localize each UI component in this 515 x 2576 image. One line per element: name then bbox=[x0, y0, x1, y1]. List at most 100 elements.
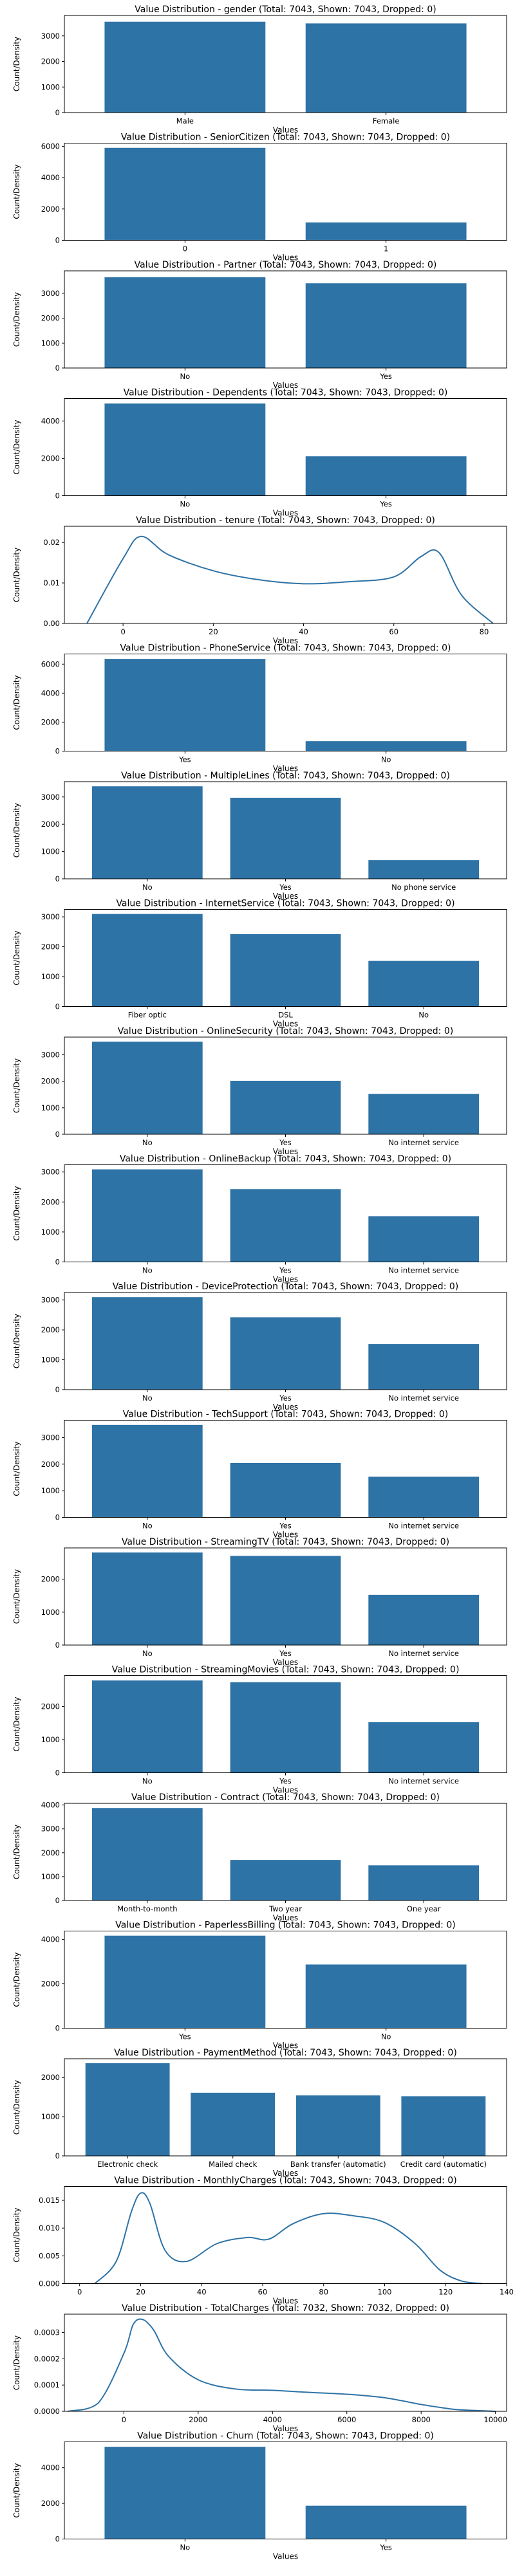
x-tick-label: No internet service bbox=[388, 1138, 459, 1147]
y-axis-label: Count/Density bbox=[12, 1697, 21, 1751]
x-axis-label: Values bbox=[273, 2041, 298, 2050]
axes-frame bbox=[64, 1420, 507, 1518]
y-tick-label: 6000 bbox=[41, 142, 60, 151]
x-tick-label: 8000 bbox=[412, 2415, 431, 2424]
x-tick-label: No bbox=[381, 2032, 391, 2041]
bar bbox=[230, 934, 341, 1007]
y-tick-label: 3000 bbox=[41, 289, 60, 298]
y-tick-label: 2000 bbox=[41, 1848, 60, 1857]
chart-panel-4: Value Distribution - tenure (Total: 7043… bbox=[12, 515, 507, 645]
chart-panel-17: Value Distribution - MonthlyCharges (Tot… bbox=[12, 2176, 514, 2306]
y-tick-label: 1000 bbox=[41, 82, 60, 91]
chart-title: Value Distribution - PaperlessBilling (T… bbox=[115, 1920, 455, 1931]
density-line bbox=[86, 535, 494, 624]
chart-panel-11: Value Distribution - TechSupport (Total:… bbox=[12, 1410, 507, 1540]
y-tick-label: 2000 bbox=[41, 1460, 60, 1469]
x-axis-label: Values bbox=[273, 381, 298, 390]
x-tick-label: 100 bbox=[378, 2288, 392, 2297]
bar bbox=[104, 2447, 266, 2539]
x-tick-label: No bbox=[180, 500, 191, 509]
chart-title: Value Distribution - InternetService (To… bbox=[116, 899, 454, 909]
x-tick-label: Yes bbox=[279, 1138, 292, 1147]
y-tick-label: 1000 bbox=[41, 972, 60, 981]
y-tick-label: 4000 bbox=[41, 1935, 60, 1944]
x-tick-label: 6000 bbox=[337, 2415, 356, 2424]
chart-panel-6: Value Distribution - MultipleLines (Tota… bbox=[12, 771, 507, 901]
y-axis-label: Count/Density bbox=[12, 1186, 21, 1240]
axes-frame bbox=[64, 1675, 507, 1773]
y-axis-label: Count/Density bbox=[12, 2335, 21, 2390]
x-tick-label: 80 bbox=[480, 627, 489, 636]
y-tick-label: 3000 bbox=[41, 912, 60, 921]
bar bbox=[368, 1722, 480, 1773]
bar bbox=[368, 860, 480, 879]
bar bbox=[305, 23, 467, 113]
axes-frame bbox=[64, 2442, 507, 2539]
x-tick-label: 0 bbox=[122, 2415, 126, 2424]
x-tick-label: 10000 bbox=[483, 2415, 507, 2424]
chart-title: Value Distribution - OnlineBackup (Total… bbox=[120, 1154, 451, 1164]
y-axis-label: Count/Density bbox=[12, 2463, 21, 2517]
chart-title: Value Distribution - Partner (Total: 704… bbox=[135, 260, 437, 270]
bar bbox=[104, 21, 266, 113]
bar bbox=[91, 1424, 203, 1518]
chart-panel-2: Value Distribution - Partner (Total: 704… bbox=[12, 260, 507, 390]
bar bbox=[91, 1042, 203, 1134]
x-tick-label: Yes bbox=[279, 1777, 292, 1786]
y-tick-label: 4000 bbox=[41, 688, 60, 697]
y-tick-label: 0.0002 bbox=[34, 2354, 60, 2363]
y-tick-label: 4000 bbox=[41, 416, 60, 425]
y-axis-label: Count/Density bbox=[12, 164, 21, 219]
y-tick-label: 0 bbox=[55, 1896, 60, 1905]
x-tick-label: No internet service bbox=[388, 1777, 459, 1786]
y-axis-label: Count/Density bbox=[12, 1952, 21, 2007]
bar bbox=[295, 2095, 380, 2156]
x-axis-label: Values bbox=[273, 1275, 298, 1284]
y-tick-label: 3000 bbox=[41, 1433, 60, 1442]
y-tick-label: 0 bbox=[55, 1130, 60, 1139]
chart-title: Value Distribution - Dependents (Total: … bbox=[124, 388, 448, 398]
y-tick-label: 4000 bbox=[41, 173, 60, 182]
y-tick-label: 1000 bbox=[41, 1872, 60, 1881]
y-tick-label: 2000 bbox=[41, 943, 60, 952]
x-axis-label: Values bbox=[273, 2297, 298, 2306]
bar bbox=[104, 403, 266, 496]
chart-title: Value Distribution - gender (Total: 7043… bbox=[135, 5, 436, 15]
x-tick-label: Electronic check bbox=[97, 2160, 158, 2169]
bar bbox=[230, 1462, 341, 1518]
x-tick-label: No bbox=[142, 1394, 153, 1403]
bar bbox=[91, 786, 203, 879]
bar bbox=[368, 1094, 480, 1134]
y-axis-label: Count/Density bbox=[12, 1825, 21, 1879]
chart-panel-13: Value Distribution - StreamingMovies (To… bbox=[12, 1665, 507, 1795]
bar bbox=[230, 1317, 341, 1390]
y-axis-label: Count/Density bbox=[12, 2080, 21, 2135]
chart-title: Value Distribution - tenure (Total: 7043… bbox=[136, 515, 435, 526]
y-tick-label: 3000 bbox=[41, 1296, 60, 1305]
y-tick-label: 2000 bbox=[41, 1077, 60, 1086]
chart-title: Value Distribution - StreamingMovies (To… bbox=[112, 1665, 460, 1675]
y-tick-label: 0.0003 bbox=[34, 2328, 60, 2337]
bar bbox=[230, 797, 341, 879]
y-tick-label: 2000 bbox=[41, 2073, 60, 2082]
x-tick-label: DSL bbox=[278, 1011, 293, 1020]
bar bbox=[368, 1344, 480, 1390]
x-tick-label: Yes bbox=[178, 755, 191, 764]
y-tick-label: 4000 bbox=[41, 1801, 60, 1810]
chart-title: Value Distribution - StreamingTV (Total:… bbox=[122, 1537, 449, 1547]
x-tick-label: Yes bbox=[379, 372, 392, 381]
x-tick-label: 20 bbox=[209, 627, 218, 636]
y-tick-label: 2000 bbox=[41, 1197, 60, 1206]
x-tick-label: No bbox=[142, 1522, 153, 1531]
x-tick-label: No bbox=[142, 1649, 153, 1658]
y-axis-label: Count/Density bbox=[12, 37, 21, 91]
y-axis-label: Count/Density bbox=[12, 419, 21, 474]
y-tick-label: 2000 bbox=[41, 1575, 60, 1584]
bar bbox=[305, 456, 467, 496]
x-axis-label: Values bbox=[273, 125, 298, 134]
x-tick-label: Yes bbox=[279, 883, 292, 892]
y-axis-label: Count/Density bbox=[12, 547, 21, 602]
bar bbox=[368, 1594, 480, 1645]
